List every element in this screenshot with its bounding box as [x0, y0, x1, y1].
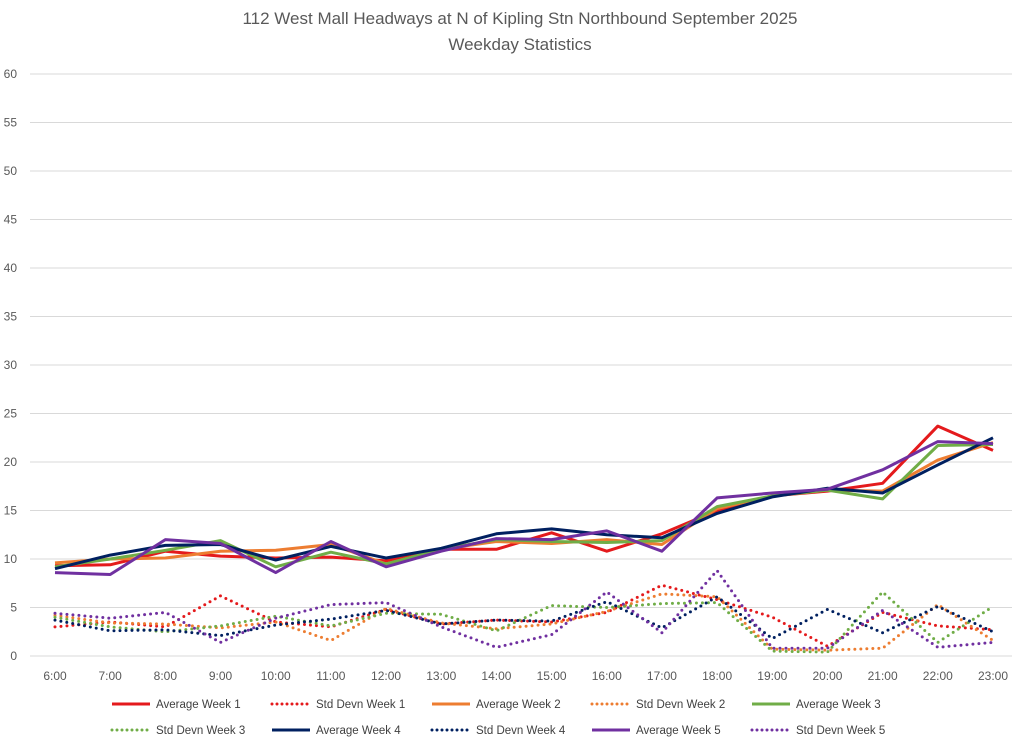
- series-line-average-week-5: [54, 440, 994, 576]
- x-tick-label: 8:00: [154, 669, 178, 683]
- y-tick-label: 20: [4, 455, 18, 469]
- legend-label: Average Week 4: [316, 725, 401, 737]
- x-tick-label: 16:00: [592, 669, 622, 683]
- y-tick-label: 35: [4, 310, 18, 324]
- y-tick-label: 5: [10, 601, 17, 615]
- x-tick-label: 15:00: [537, 669, 567, 683]
- x-tick-label: 19:00: [757, 669, 787, 683]
- y-tick-label: 30: [4, 358, 18, 372]
- y-tick-label: 60: [4, 67, 18, 81]
- legend-label: Std Devn Week 4: [476, 725, 566, 737]
- legend-label: Average Week 2: [476, 699, 561, 711]
- x-tick-label: 10:00: [261, 669, 291, 683]
- x-tick-label: 21:00: [868, 669, 898, 683]
- y-tick-label: 10: [4, 552, 18, 566]
- x-tick-label: 12:00: [371, 669, 401, 683]
- x-tick-label: 22:00: [923, 669, 953, 683]
- legend-label: Average Week 3: [796, 699, 881, 711]
- x-tick-label: 11:00: [316, 669, 345, 683]
- x-tick-label: 20:00: [812, 669, 842, 683]
- x-tick-label: 23:00: [978, 669, 1008, 683]
- y-tick-label: 45: [4, 213, 18, 227]
- x-tick-label: 14:00: [481, 669, 511, 683]
- x-tick-label: 13:00: [426, 669, 456, 683]
- y-tick-label: 25: [4, 407, 18, 421]
- x-tick-label: 9:00: [209, 669, 233, 683]
- series-line-std-devn-week-5: [53, 569, 995, 650]
- x-tick-label: 18:00: [702, 669, 732, 683]
- series-line-std-devn-week-1: [53, 583, 995, 648]
- legend-label: Std Devn Week 1: [316, 699, 405, 711]
- y-tick-label: 0: [10, 649, 17, 663]
- legend-label: Std Devn Week 3: [156, 725, 245, 737]
- series-line-average-week-3: [54, 443, 994, 569]
- x-tick-label: 7:00: [98, 669, 122, 683]
- series-line-std-devn-week-2: [53, 592, 995, 652]
- legend-label: Average Week 1: [156, 699, 241, 711]
- chart-subtitle: Weekday Statistics: [448, 35, 591, 54]
- x-tick-label: 6:00: [43, 669, 67, 683]
- series-line-std-devn-week-4: [53, 595, 995, 640]
- y-tick-label: 40: [4, 261, 18, 275]
- legend-label: Std Devn Week 5: [796, 725, 885, 737]
- series-line-average-week-4: [54, 436, 994, 571]
- y-tick-label: 55: [4, 116, 18, 130]
- legend-label: Std Devn Week 2: [636, 699, 725, 711]
- x-tick-label: 17:00: [647, 669, 677, 683]
- chart-title: 112 West Mall Headways at N of Kipling S…: [242, 9, 797, 28]
- legend-label: Average Week 5: [636, 725, 721, 737]
- y-tick-label: 15: [4, 504, 18, 518]
- y-tick-label: 50: [4, 164, 18, 178]
